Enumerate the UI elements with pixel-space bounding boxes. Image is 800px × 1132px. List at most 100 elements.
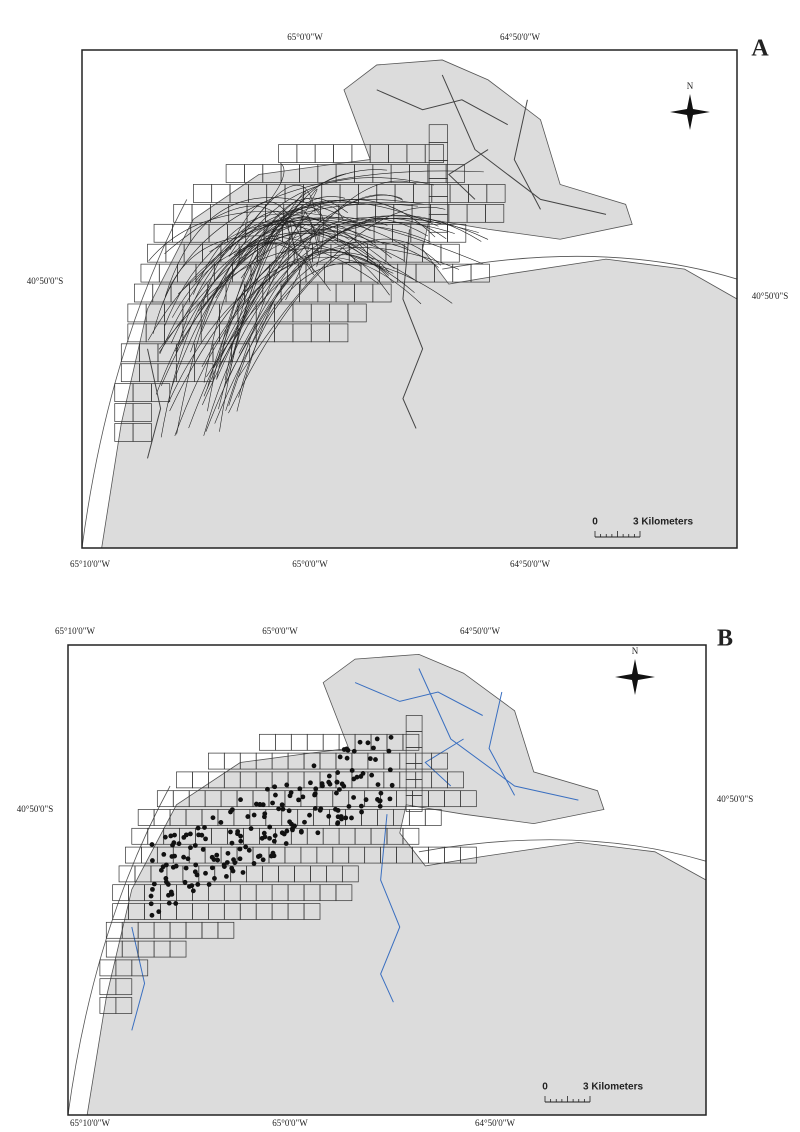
observation-dot: [375, 782, 381, 788]
observation-dot: [387, 796, 393, 802]
observation-dot: [232, 860, 238, 866]
observation-dot: [317, 807, 323, 813]
observation-dot: [168, 833, 174, 839]
river: [131, 926, 146, 1031]
grid-cell: [402, 827, 420, 845]
river: [447, 149, 489, 200]
scale-label: 3 Kilometers: [633, 517, 693, 528]
observation-dot: [312, 805, 318, 811]
observation-dot: [170, 864, 176, 870]
top-coordinate: 65°0'0"W: [287, 32, 323, 42]
observation-dot: [374, 736, 380, 742]
observation-dot: [238, 797, 243, 803]
observation-dot: [229, 807, 235, 813]
grid-cell: [460, 846, 477, 864]
observation-dot: [210, 815, 216, 821]
observation-dot: [387, 767, 393, 773]
observation-dot: [243, 844, 249, 850]
compass: [670, 94, 710, 130]
observation-dot: [199, 832, 205, 838]
top-coordinate: 65°10'0"W: [55, 626, 95, 636]
observation-dot: [349, 815, 354, 821]
grid-cell: [347, 303, 367, 323]
track: [164, 197, 371, 297]
track: [190, 238, 314, 353]
grid-cell: [460, 790, 477, 808]
observation-dot: [169, 854, 175, 859]
observation-dot: [371, 745, 376, 751]
track: [202, 220, 390, 305]
bottom-coordinate: 65°0'0"W: [272, 1118, 308, 1128]
grid-cell: [470, 263, 490, 283]
observation-dot: [287, 793, 293, 799]
observation-dot: [160, 864, 166, 870]
observation-dot: [238, 838, 244, 844]
observation-dot: [272, 833, 278, 838]
observation-dot: [335, 820, 341, 826]
observation-dot: [297, 786, 303, 792]
grid-cell: [428, 213, 448, 233]
observation-dot: [195, 825, 201, 831]
observation-dot: [280, 806, 286, 812]
track: [229, 173, 347, 372]
observation-dot: [188, 845, 193, 851]
track: [213, 188, 318, 368]
observation-dot: [237, 846, 243, 852]
observation-dot: [193, 862, 199, 868]
observation-dot: [335, 770, 341, 775]
observation-dot: [246, 847, 252, 853]
track: [147, 203, 418, 341]
track: [207, 217, 479, 389]
river: [147, 348, 162, 459]
observation-dot: [270, 800, 275, 806]
observation-dot: [151, 881, 157, 887]
grid-cell: [115, 997, 133, 1014]
map-content: [82, 50, 737, 548]
observation-dot: [149, 842, 155, 847]
observation-dot: [292, 823, 297, 829]
observation-dot: [187, 831, 193, 837]
observation-dot: [218, 820, 224, 825]
river: [380, 814, 401, 1003]
grid-cell: [424, 809, 442, 826]
track: [223, 177, 434, 281]
grid-cell: [329, 323, 349, 343]
observation-dot: [386, 748, 392, 754]
observation-dot: [365, 740, 371, 746]
observation-dot: [173, 901, 179, 906]
track: [169, 215, 489, 412]
track: [159, 217, 392, 355]
track: [236, 249, 390, 412]
observation-dot: [357, 739, 363, 745]
observation-dot: [262, 814, 267, 820]
grid-cell: [440, 243, 460, 263]
track: [148, 210, 484, 265]
observation-dot: [209, 865, 215, 871]
observation-dot: [349, 768, 355, 773]
observation-dot: [202, 825, 207, 830]
land: [86, 653, 706, 1115]
observation-dot: [195, 882, 201, 887]
track: [218, 216, 294, 410]
track: [230, 201, 314, 273]
track: [224, 218, 447, 384]
observation-dot: [351, 748, 357, 754]
observation-dot: [190, 888, 196, 894]
scale-start: 0: [542, 1082, 548, 1093]
observation-dot: [270, 852, 275, 858]
grid-cell: [405, 795, 423, 812]
track: [160, 224, 385, 438]
observation-dot: [326, 813, 332, 819]
observation-dot: [248, 826, 254, 831]
observation-dot: [150, 886, 155, 892]
observation-dot: [260, 857, 266, 863]
observation-dot: [378, 790, 384, 796]
grid-cell: [115, 978, 133, 996]
observation-dot: [262, 834, 268, 840]
bottom-coordinate: 65°0'0"W: [292, 559, 328, 569]
observation-dot: [225, 850, 231, 856]
observation-dot: [326, 779, 332, 785]
bottom-coordinate: 65°10'0"W: [70, 1118, 110, 1128]
grid-cell: [131, 959, 149, 977]
map-content: [68, 645, 706, 1115]
